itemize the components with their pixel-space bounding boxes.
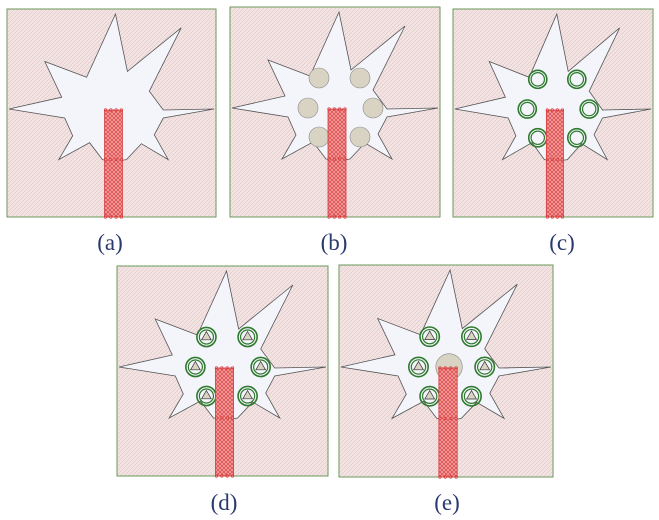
feed-line-d [215,368,233,476]
hole-b-5 [309,127,329,147]
hole-d-5 [197,386,216,405]
hole-e-3 [409,357,428,376]
hole-d-3 [186,357,205,376]
hole-d-2 [238,327,257,346]
hole-d-6 [238,386,257,405]
hole-e-2 [462,327,481,346]
panel-e: (e) [339,265,553,515]
hole-b-2 [350,68,370,88]
hole-b-3 [298,98,318,118]
hole-b-1 [309,68,329,88]
feed-line-a [105,110,123,217]
hole-e-5 [420,387,439,406]
panel-d: (d) [117,266,328,515]
caption-c: (c) [549,230,575,255]
panel-b: (b) [230,7,440,255]
feed-line-b [328,109,346,217]
caption-a: (a) [97,230,123,255]
hole-e-4 [475,357,494,376]
hole-b-4 [363,98,383,118]
caption-d: (d) [211,490,238,515]
hole-d-4 [251,357,270,376]
feed-line-c [546,110,563,217]
hole-e-6 [462,387,481,406]
caption-e: (e) [434,490,460,515]
hole-d-1 [197,327,216,346]
panel-c: (c) [453,9,653,255]
panel-a: (a) [7,9,216,255]
feed-line-e [439,368,457,477]
caption-b: (b) [321,230,348,255]
hole-e-1 [420,327,439,346]
hole-b-6 [350,127,370,147]
